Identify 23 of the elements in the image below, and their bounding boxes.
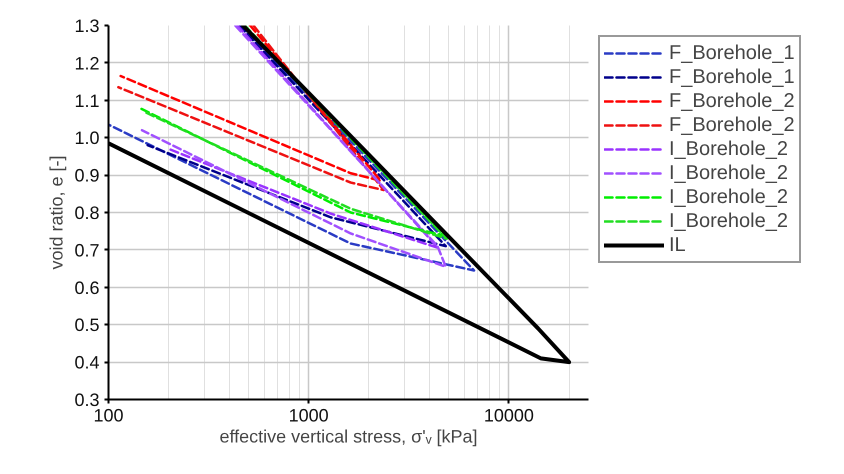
y-tick-label: 0.7: [74, 240, 100, 260]
legend-label: I_Borehole_2: [669, 209, 788, 233]
y-tick-label: 0.9: [74, 166, 100, 186]
legend-label: F_Borehole_1: [669, 41, 795, 65]
y-tick-label: 1.2: [74, 53, 100, 74]
y-tick-label: 1.3: [74, 16, 100, 36]
legend-label: I_Borehole_2: [669, 185, 788, 209]
x-tick-label: 10000: [484, 406, 534, 426]
y-tick-label: 0.6: [74, 278, 100, 298]
legend-label: F_Borehole_1: [669, 65, 795, 89]
legend-label: I_Borehole_2: [669, 161, 788, 185]
y-tick-label: 1.1: [74, 90, 100, 111]
legend-label: F_Borehole_2: [669, 113, 795, 137]
y-tick-label: 0.4: [74, 352, 100, 373]
legend-label: F_Borehole_2: [669, 89, 795, 113]
legend-label: IL: [669, 233, 687, 257]
y-tick-label: 0.8: [74, 203, 100, 223]
x-tick-label: 1000: [288, 406, 329, 426]
x-axis-title: effective vertical stress, σ'ᵥ [kPa]: [219, 426, 478, 446]
y-axis-title: void ratio, e [-]: [46, 155, 66, 270]
legend-label: I_Borehole_2: [669, 137, 788, 161]
y-tick-label: 0.5: [74, 315, 100, 336]
y-tick-label: 1.0: [74, 128, 100, 148]
